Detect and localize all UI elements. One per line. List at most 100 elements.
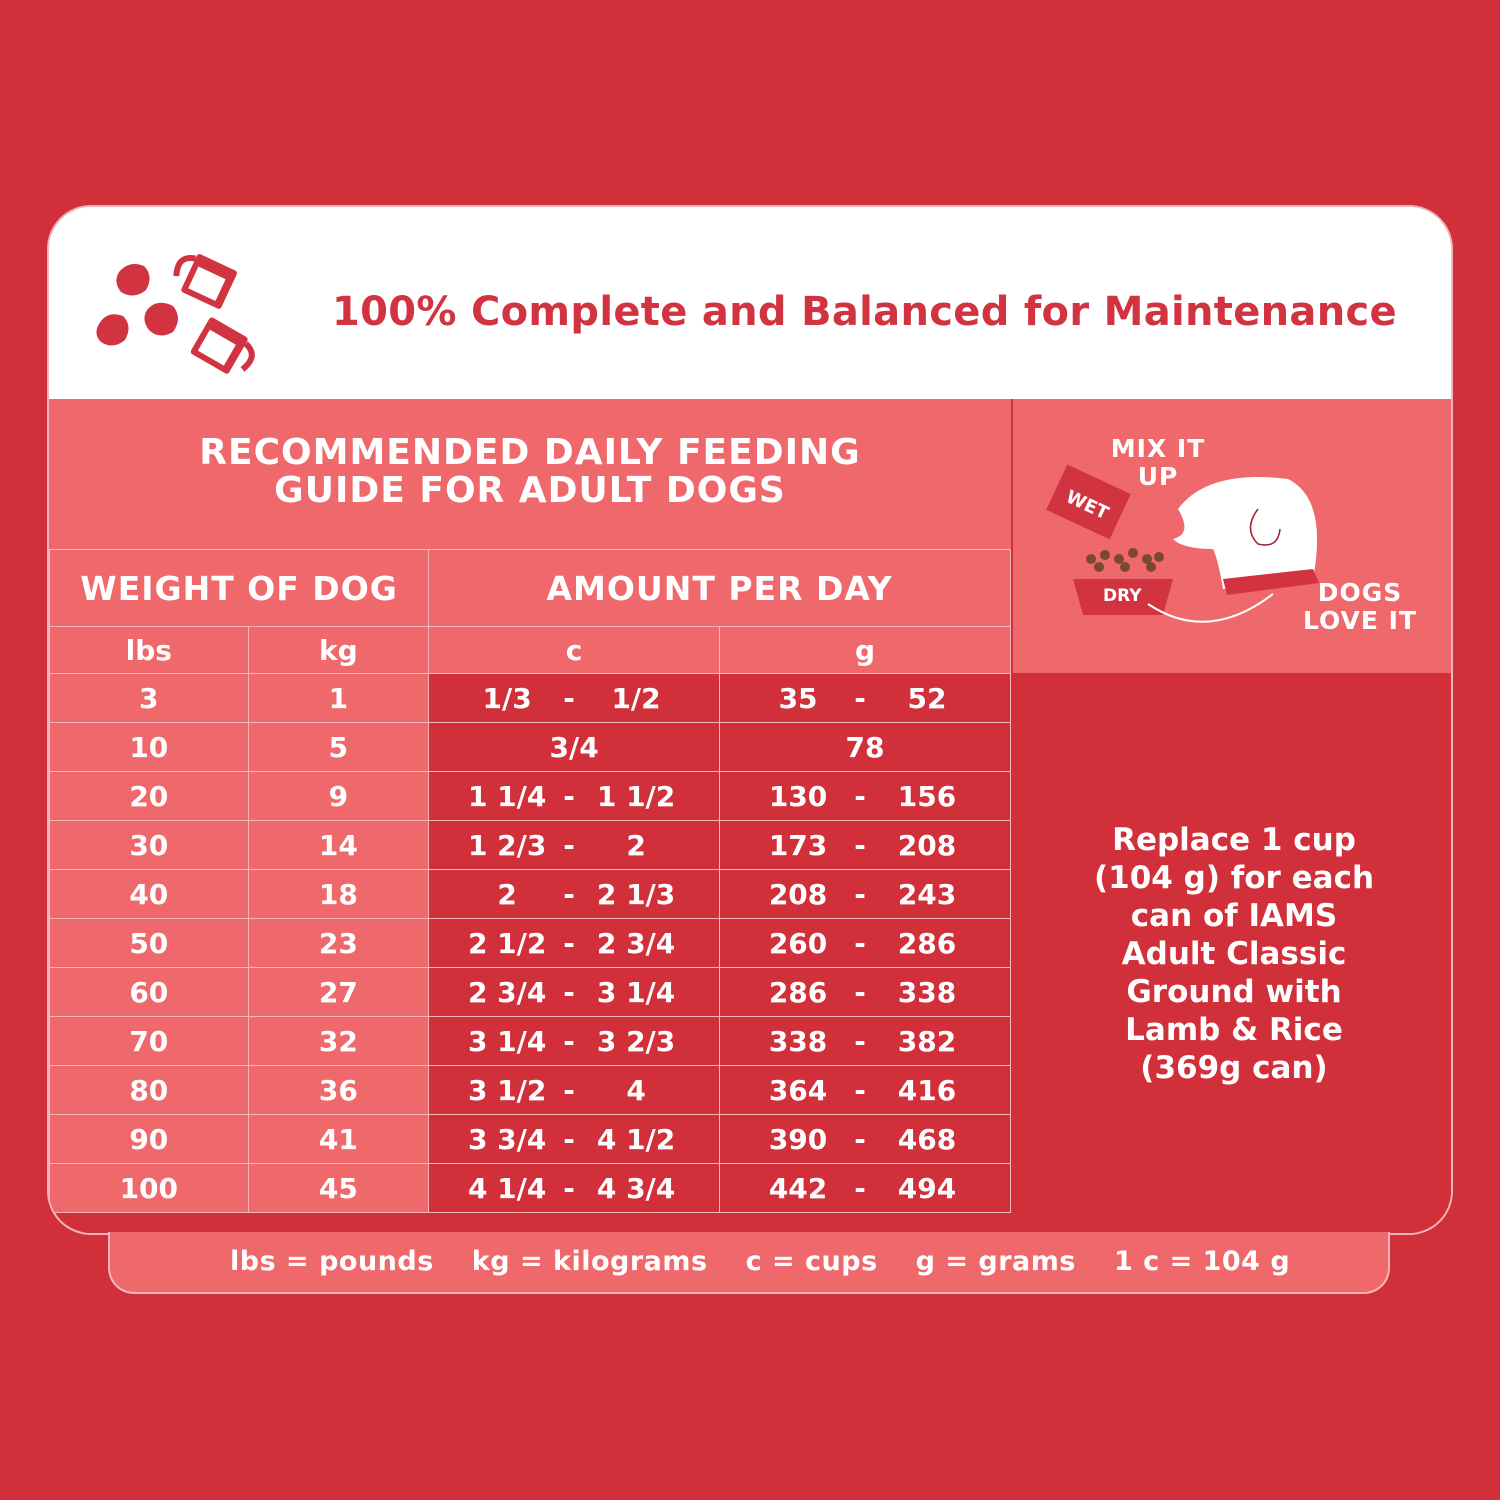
range-min: 3 1/2 — [467, 1073, 547, 1107]
replace-note-line: Replace 1 cup — [1112, 822, 1356, 858]
cell-grams: 173-208 — [719, 820, 1011, 870]
cell-grams: 338-382 — [719, 1016, 1011, 1066]
replace-note-line: (104 g) for each — [1093, 860, 1375, 896]
range-max: 1/2 — [611, 681, 661, 715]
table-row: 40 18 2-2 1/3 208-243 — [49, 869, 1011, 919]
range-max: 156 — [897, 779, 957, 813]
range-dash: - — [854, 1171, 866, 1205]
mix-label-line2: UP — [1137, 462, 1179, 491]
range-dash: - — [563, 828, 575, 862]
legend-item: kg = kilograms — [471, 1246, 708, 1277]
cell-cups: 3 1/4-3 2/3 — [428, 1016, 721, 1066]
cell-lbs: 30 — [49, 820, 249, 870]
range-dash: - — [563, 877, 575, 911]
range-dash: - — [563, 926, 575, 960]
cell-cups: 1 2/3- 2 — [428, 820, 721, 870]
dogs-love-it-label: DOGS LOVE IT — [1285, 579, 1435, 635]
range-max: 4 3/4 — [596, 1171, 676, 1205]
cell-kg: 5 — [247, 722, 430, 772]
range-min: 2 — [497, 877, 517, 911]
table-row: 60 27 2 3/4-3 1/4 286-338 — [49, 967, 1011, 1017]
header-kg: kg — [247, 626, 430, 674]
cell-kg: 41 — [247, 1114, 430, 1164]
header: 100% Complete and Balanced for Maintenan… — [49, 207, 1451, 399]
range-max: 243 — [897, 877, 957, 911]
feeding-table: WEIGHT OF DOG AMOUNT PER DAY lbs kg c g … — [49, 549, 1011, 1213]
range-min: 442 — [768, 1171, 828, 1205]
range-dash: - — [854, 779, 866, 813]
cell-kg: 32 — [247, 1016, 430, 1066]
range-dash: - — [563, 975, 575, 1009]
table-row: 90 41 3 3/4-4 1/2 390-468 — [49, 1114, 1011, 1164]
cell-lbs: 100 — [49, 1163, 249, 1213]
guide-title-line1: RECOMMENDED DAILY FEEDING — [199, 432, 861, 473]
range-dash: - — [854, 1122, 866, 1156]
range-min: 338 — [768, 1024, 828, 1058]
range-max: 468 — [897, 1122, 957, 1156]
replace-note-line: can of IAMS — [1130, 898, 1338, 934]
range-dash: - — [854, 828, 866, 862]
table-row: 30 14 1 2/3-2 173-208 — [49, 820, 1011, 870]
table-row: 20 9 1 1/4-1 1/2 130-156 — [49, 771, 1011, 821]
range-min: 3 3/4 — [467, 1122, 547, 1156]
legend-footer: lbs = pounds kg = kilograms c = cups g = gr… — [108, 1232, 1390, 1294]
range-min: 35 — [778, 681, 818, 715]
cell-cups: 4 1/4-4 3/4 — [428, 1163, 721, 1213]
range-max: 1 1/2 — [596, 779, 676, 813]
range-dash: - — [854, 1073, 866, 1107]
header-weight: WEIGHT OF DOG — [49, 549, 430, 627]
feeding-guide-card: 100% Complete and Balanced for Maintenan… — [47, 205, 1453, 1235]
range-dash: - — [563, 1171, 575, 1205]
range-dash: - — [563, 1073, 575, 1107]
feeding-guide-body: RECOMMENDED DAILY FEEDING GUIDE FOR ADUL… — [49, 399, 1451, 1233]
range-max: 2 3/4 — [596, 926, 676, 960]
header-grams: g — [719, 626, 1011, 674]
range-min: 130 — [768, 779, 828, 813]
cell-cups: 2 3/4-3 1/4 — [428, 967, 721, 1017]
cell-lbs: 40 — [49, 869, 249, 919]
range-max: 2 — [626, 828, 646, 862]
range-min: 173 — [768, 828, 828, 862]
range-max: 52 — [907, 681, 947, 715]
cell-kg: 14 — [247, 820, 430, 870]
cell-grams: 260-286 — [719, 918, 1011, 968]
range-max: 208 — [897, 828, 957, 862]
table-row: 50 23 2 1/2-2 3/4 260-286 — [49, 918, 1011, 968]
range-dash: - — [563, 779, 575, 813]
range-max: 2 1/3 — [596, 877, 676, 911]
cell-lbs: 10 — [49, 722, 249, 772]
legend-items: lbs = pounds kg = kilograms c = cups g = gr… — [230, 1246, 1290, 1277]
range-min: 286 — [768, 975, 828, 1009]
cell-cups: 2 -2 1/3 — [428, 869, 721, 919]
range-dash: - — [854, 681, 866, 715]
cell-lbs: 50 — [49, 918, 249, 968]
cell-grams: 286-338 — [719, 967, 1011, 1017]
replace-note-panel: Replace 1 cup (104 g) for each can of IAMS… — [1013, 673, 1451, 1233]
guide-title: RECOMMENDED DAILY FEEDING GUIDE FOR ADUL… — [49, 434, 1011, 510]
range-dash: - — [854, 1024, 866, 1058]
cell-lbs: 80 — [49, 1065, 249, 1115]
header-lbs: lbs — [49, 626, 249, 674]
cell-lbs: 70 — [49, 1016, 249, 1066]
svg-text:DRY: DRY — [1103, 586, 1142, 606]
range-min: 3 1/4 — [467, 1024, 547, 1058]
cell-kg: 23 — [247, 918, 430, 968]
range-max: 382 — [897, 1024, 957, 1058]
range-dash: - — [563, 1024, 575, 1058]
cell-grams: 130-156 — [719, 771, 1011, 821]
range-dash: - — [854, 975, 866, 1009]
range-min: 1 1/4 — [467, 779, 547, 813]
range-min: 4 1/4 — [467, 1171, 547, 1205]
range-max: 3 2/3 — [596, 1024, 676, 1058]
cell-lbs: 20 — [49, 771, 249, 821]
table-row: 100 45 4 1/4-4 3/4 442-494 — [49, 1163, 1011, 1213]
cell-kg: 1 — [247, 673, 430, 723]
range-max: 4 1/2 — [596, 1122, 676, 1156]
header-cups: c — [428, 626, 721, 674]
range-min: 364 — [768, 1073, 828, 1107]
range-max: 494 — [897, 1171, 957, 1205]
cell-lbs: 90 — [49, 1114, 249, 1164]
cell-kg: 27 — [247, 967, 430, 1017]
range-min: 1/3 — [482, 681, 532, 715]
legend-item: c = cups — [745, 1246, 878, 1277]
